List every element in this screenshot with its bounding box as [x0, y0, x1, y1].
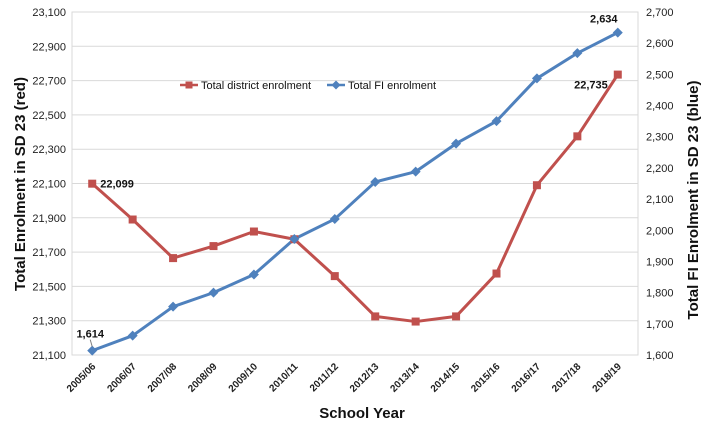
x-tick-label: 2012/13: [348, 361, 382, 395]
legend-label: Total FI enrolment: [348, 80, 436, 92]
data-point: [248, 269, 259, 280]
data-point: [613, 70, 622, 79]
y-tick-left: 23,100: [32, 7, 66, 19]
x-axis-ticks: 2005/06 2006/07 2007/08 2008/09 2009/10 2010/…: [65, 361, 624, 395]
y-tick-right: 2,500: [646, 69, 674, 81]
data-point: [249, 227, 258, 236]
data-label: 1,614: [76, 329, 104, 341]
x-tick-label: 2013/14: [388, 361, 422, 395]
data-point: [209, 242, 218, 251]
series-line-1: [91, 31, 619, 353]
x-tick-label: 2014/15: [429, 361, 463, 395]
y-tick-right: 2,300: [646, 132, 674, 144]
x-tick-label: 2016/17: [510, 361, 544, 395]
x-tick-label: 2017/18: [550, 361, 584, 395]
y-tick-right: 2,700: [646, 7, 674, 19]
y-tick-right: 2,100: [646, 194, 674, 206]
x-tick-label: 2008/09: [186, 361, 220, 395]
series-lines: [91, 31, 620, 353]
y-tick-left: 22,500: [32, 110, 66, 122]
y-tick-right: 1,900: [646, 256, 674, 268]
data-point: [87, 345, 98, 356]
x-tick-label: 2015/16: [469, 361, 503, 395]
x-tick-label: 2018/19: [591, 361, 625, 395]
legend-marker: [331, 80, 341, 90]
y-tick-left: 21,500: [32, 281, 66, 293]
data-point: [88, 179, 97, 188]
data-point: [370, 176, 381, 187]
data-point: [492, 269, 501, 278]
y-tick-right: 2,400: [646, 101, 674, 113]
data-label: 22,099: [100, 179, 134, 191]
x-tick-label: 2006/07: [105, 361, 139, 395]
y-tick-right: 1,600: [646, 350, 674, 362]
x-tick-label: 2009/10: [227, 361, 261, 395]
data-label-leader: [89, 339, 93, 347]
series-line-0: [91, 73, 620, 324]
data-point: [127, 330, 138, 341]
y-tick-left: 22,100: [32, 179, 66, 191]
y-axis-right-title: Total FI Enrolment in SD 23 (blue): [685, 81, 702, 320]
data-label: 22,735: [574, 80, 608, 92]
data-point: [329, 214, 340, 225]
data-point: [169, 254, 178, 263]
y-axis-right-ticks: 1,600 1,700 1,800 1,900 2,000 2,100 2,200 2,300…: [646, 7, 674, 362]
y-tick-left: 22,900: [32, 41, 66, 53]
data-labels: 22,099 22,735 1,614 2,634: [76, 14, 618, 347]
data-point: [330, 272, 339, 281]
data-point: [531, 73, 542, 84]
y-tick-left: 21,900: [32, 213, 66, 225]
x-tick-label: 2010/11: [268, 361, 301, 394]
data-point: [128, 215, 137, 224]
y-tick-left: 22,700: [32, 76, 66, 88]
legend-marker: [185, 81, 193, 89]
legend-label: Total district enrolment: [201, 80, 311, 92]
data-point: [168, 301, 179, 312]
x-tick-label: 2007/08: [146, 361, 180, 395]
data-point: [371, 312, 380, 321]
x-tick-label: 2011/12: [308, 361, 341, 394]
y-tick-right: 2,200: [646, 163, 674, 175]
data-point: [491, 116, 502, 127]
y-tick-right: 2,000: [646, 225, 674, 237]
data-point: [208, 287, 219, 298]
data-point: [411, 317, 420, 326]
y-tick-right: 2,600: [646, 38, 674, 50]
y-tick-right: 1,800: [646, 288, 674, 300]
data-point: [612, 27, 623, 38]
y-axis-left-title: Total Enrolment in SD 23 (red): [12, 77, 29, 291]
data-point: [572, 48, 583, 59]
y-tick-right: 1,700: [646, 319, 674, 331]
data-point: [410, 166, 421, 177]
y-axis-left-ticks: 21,100 21,300 21,500 21,700 21,900 22,100 22,3…: [32, 7, 66, 362]
y-tick-left: 21,700: [32, 247, 66, 259]
data-point: [451, 138, 462, 149]
series-markers: [87, 27, 623, 356]
y-tick-left: 22,300: [32, 144, 66, 156]
data-point: [573, 132, 582, 141]
data-point: [532, 181, 541, 190]
y-tick-left: 21,300: [32, 316, 66, 328]
x-axis-title: School Year: [319, 405, 405, 422]
data-point: [452, 312, 461, 321]
y-tick-left: 21,100: [32, 350, 66, 362]
data-label: 2,634: [590, 14, 618, 26]
gridlines: [71, 11, 639, 356]
legend: Total district enrolment Total FI enrolme…: [180, 80, 436, 92]
data-point: [289, 234, 300, 245]
x-tick-label: 2005/06: [65, 361, 99, 395]
